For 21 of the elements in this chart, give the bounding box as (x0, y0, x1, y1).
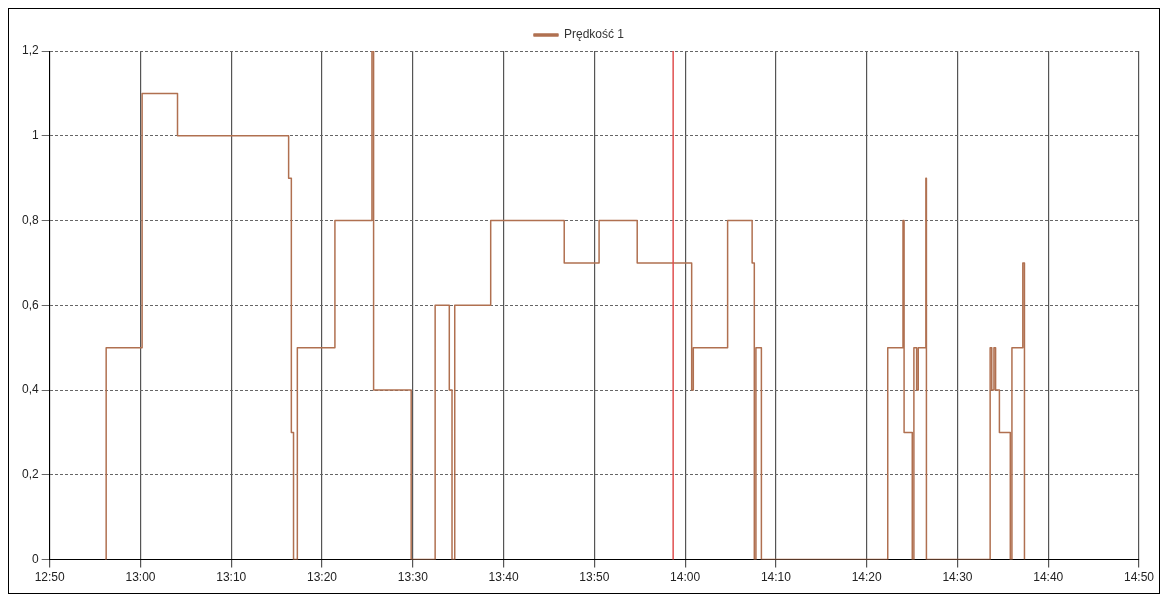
x-tick-label: 13:30 (397, 570, 429, 585)
x-tick-label: 13:00 (125, 570, 156, 585)
x-tick-label: 13:10 (216, 570, 247, 585)
x-tick-label: 13:50 (579, 570, 610, 585)
legend-label: Prędkość 1 (563, 27, 625, 42)
y-tick-label: 1,2 (21, 43, 39, 58)
x-tick-label: 14:20 (851, 570, 883, 585)
y-tick-label: 0,6 (21, 297, 39, 312)
y-tick-label: 0 (31, 551, 39, 566)
y-tick-label: 1 (31, 128, 39, 143)
x-tick-label: 14:40 (1033, 570, 1064, 585)
y-tick-label: 0,8 (21, 212, 39, 227)
y-tick-label: 0,4 (21, 382, 39, 397)
x-tick-label: 14:50 (1123, 570, 1155, 585)
y-tick-label: 0,2 (21, 467, 39, 482)
x-tick-label: 14:30 (942, 570, 973, 585)
x-tick-label: 14:10 (760, 570, 792, 585)
x-tick-label: 12:50 (34, 570, 66, 585)
x-tick-label: 13:40 (488, 570, 519, 585)
x-tick-label: 13:20 (307, 570, 338, 585)
x-tick-label: 14:00 (670, 570, 701, 585)
